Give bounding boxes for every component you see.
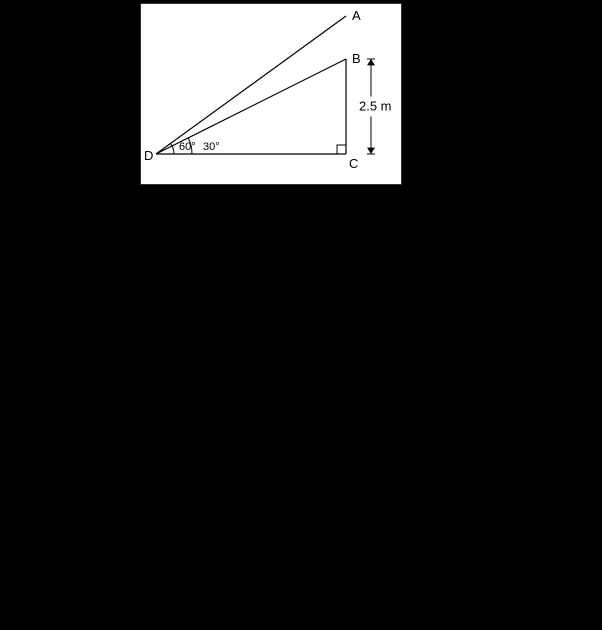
point-label-C: C — [349, 156, 358, 171]
angle-label-1: 30° — [203, 141, 220, 153]
right-angle-marker — [337, 145, 346, 154]
point-label-A: A — [352, 8, 361, 23]
geometry-figure: 60° 30° 2.5 m D C B A — [140, 3, 402, 185]
line-DA — [156, 16, 346, 154]
dim-arrow-top — [367, 59, 375, 65]
dim-arrow-bottom — [367, 148, 375, 154]
angle-label-0: 60° — [179, 141, 196, 153]
point-label-D: D — [144, 148, 153, 163]
point-label-B: B — [352, 51, 361, 66]
line-DB — [156, 59, 346, 154]
geometry-svg: 60° 30° 2.5 m D C B A — [141, 4, 401, 184]
dim-label: 2.5 m — [359, 99, 392, 114]
